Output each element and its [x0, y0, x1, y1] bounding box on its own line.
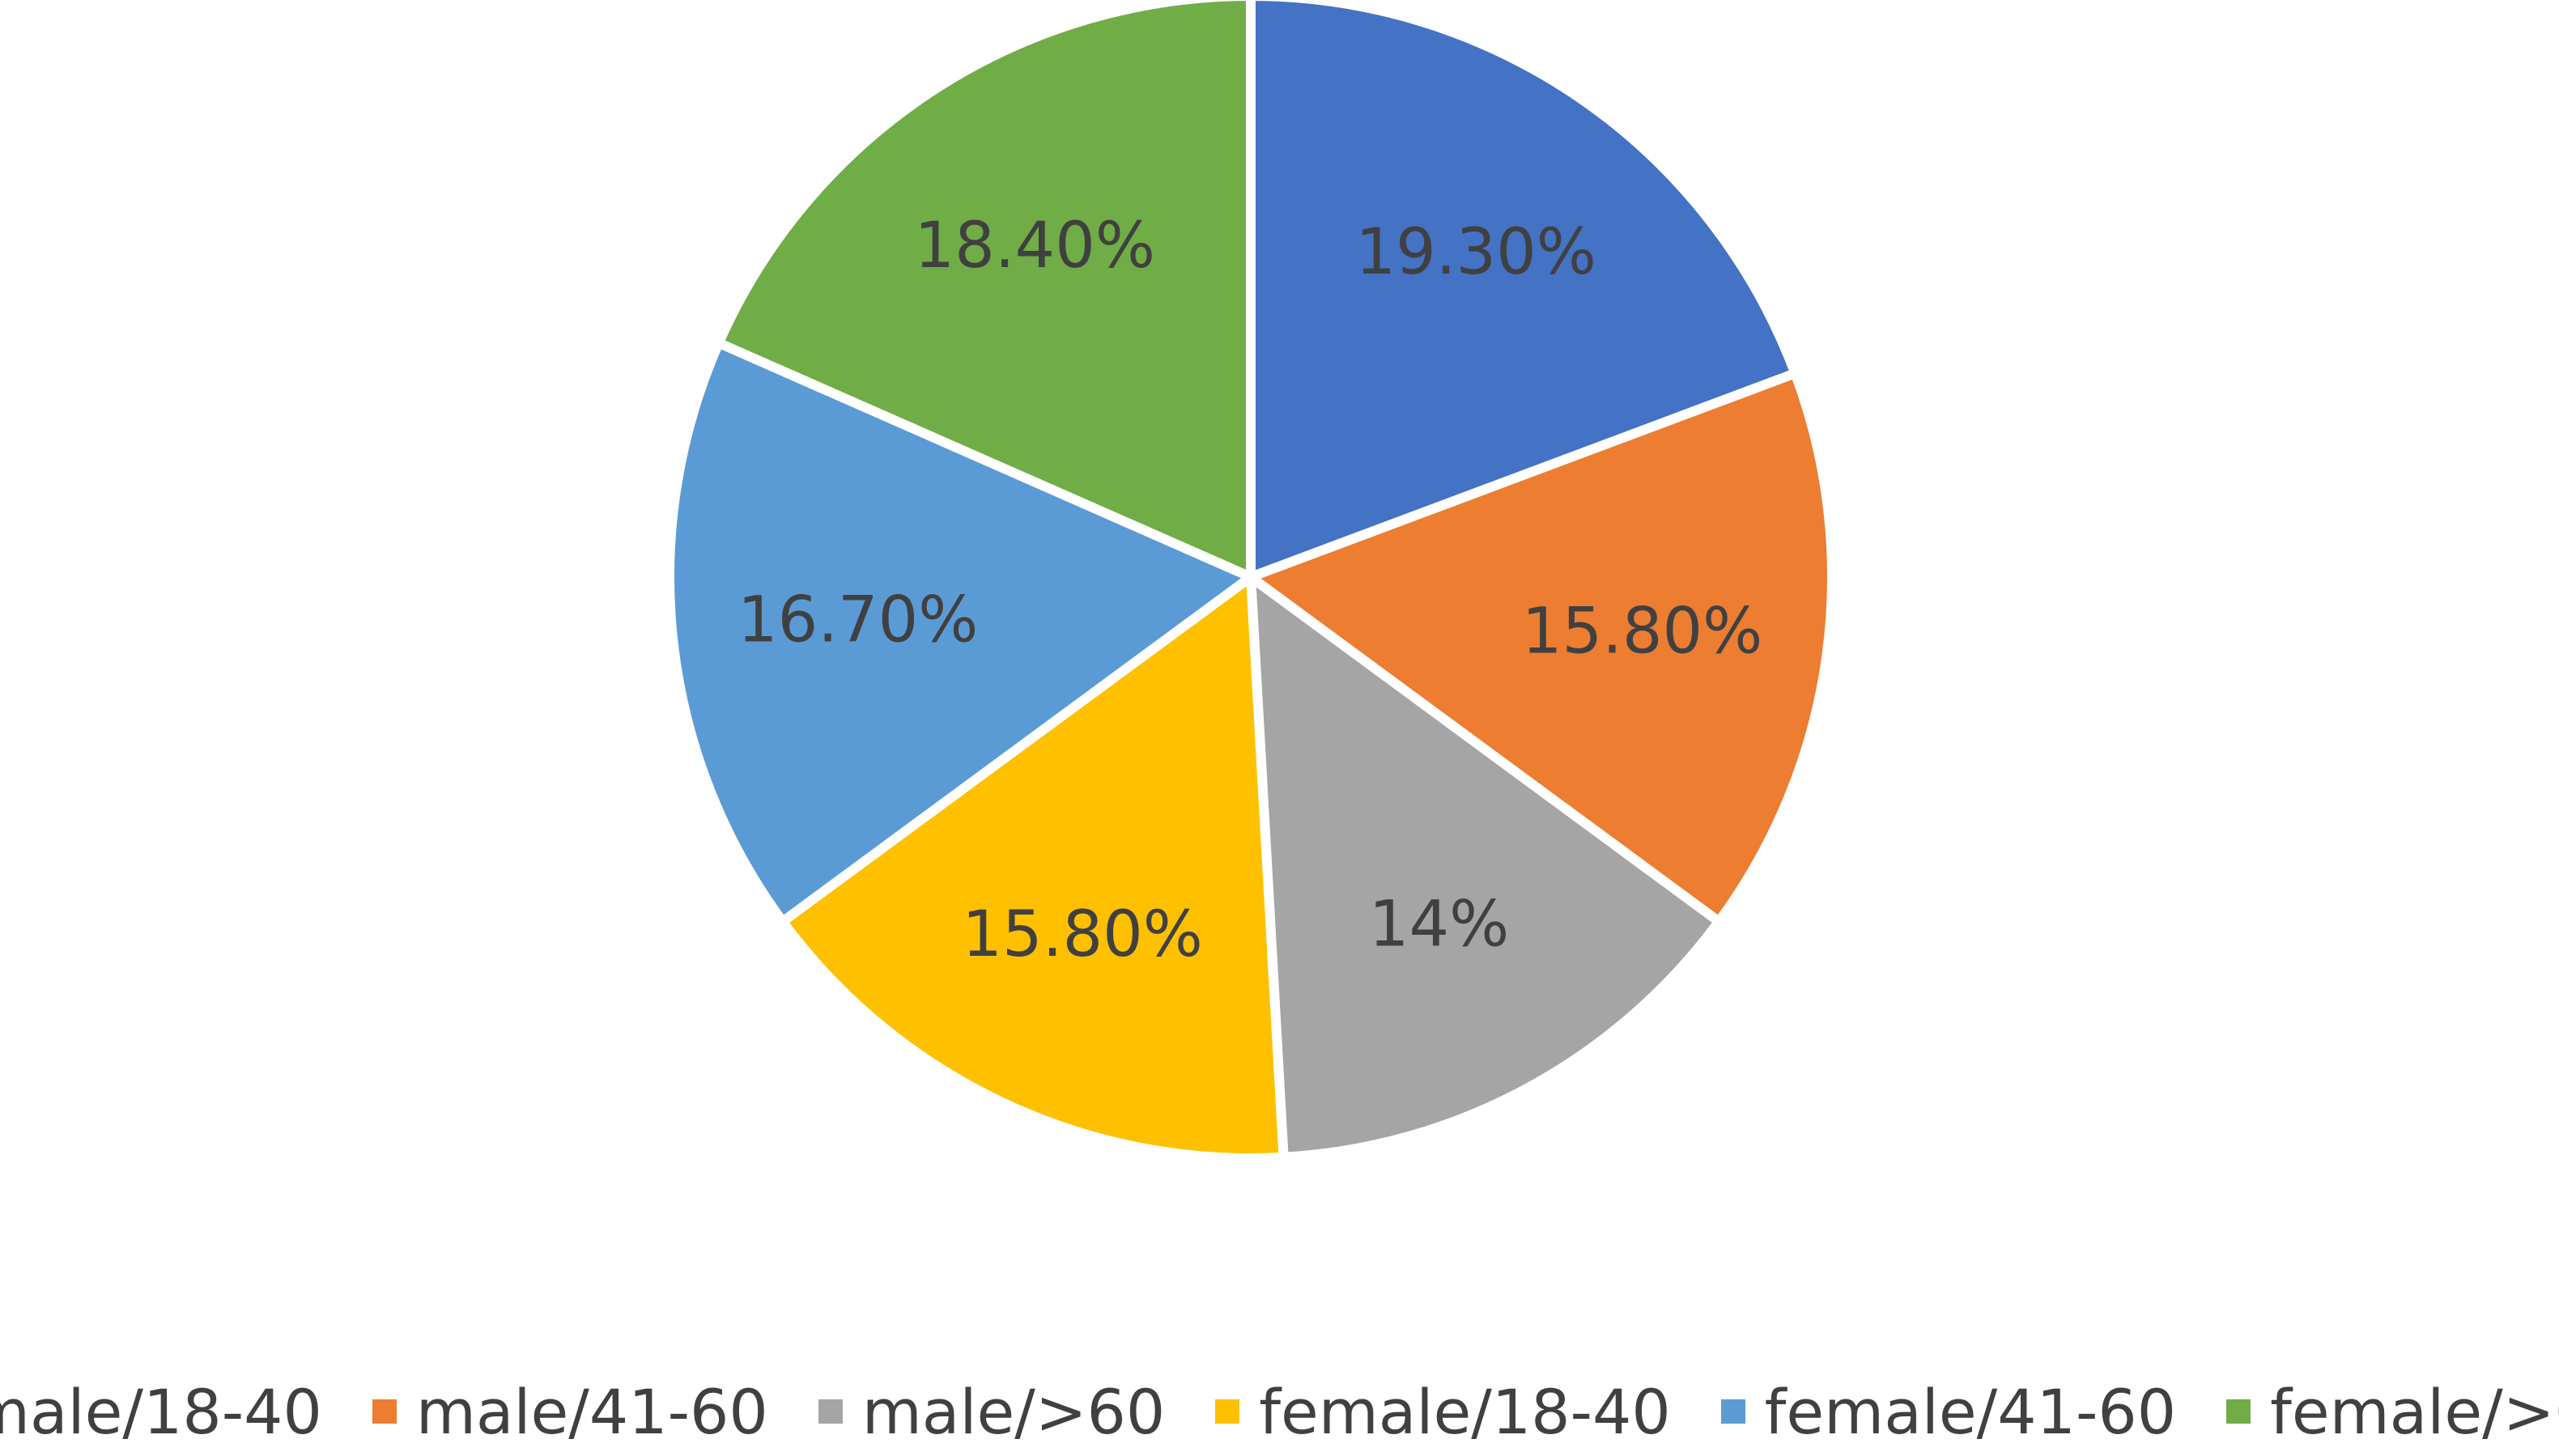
legend-item-4: female/41-60	[1720, 1375, 2177, 1448]
pie-data-label-3: 15.80%	[962, 898, 1202, 971]
legend-label-1: male/41-60	[415, 1375, 768, 1448]
pie-slice-1	[1246, 368, 1837, 927]
legend-item-5: female/>60	[2226, 1376, 2559, 1448]
pie-slice-4	[665, 337, 1256, 927]
pie-data-label-4: 16.70%	[738, 584, 978, 657]
pie-data-label-2: 14%	[1369, 888, 1509, 961]
legend-swatch-5	[2226, 1399, 2251, 1424]
pie-slice-5	[713, 0, 1256, 582]
legend-item-0: male/18-40	[0, 1376, 322, 1448]
pie-slice-2	[1246, 572, 1724, 1162]
pie-slices	[665, 0, 1837, 1163]
legend-item-3: female/18-40	[1215, 1375, 1671, 1448]
legend-label-4: female/41-60	[1764, 1375, 2177, 1448]
legend-label-5: female/>60	[2270, 1375, 2559, 1448]
legend-item-1: male/41-60	[372, 1376, 768, 1448]
legend-label-3: female/18-40	[1259, 1375, 1671, 1448]
pie-slice-0	[1246, 0, 1800, 582]
pie-data-labels: 19.30% 15.80% 14% 15.80% 16.70% 18.40%	[738, 210, 1762, 971]
pie-data-label-0: 19.30%	[1356, 216, 1596, 289]
legend-label-0: male/18-40	[0, 1375, 322, 1448]
pie-slice-3	[777, 572, 1289, 1163]
legend-swatch-2	[818, 1399, 843, 1424]
legend-swatch-1	[372, 1399, 397, 1424]
legend-label-2: male/>60	[861, 1375, 1166, 1448]
chart-legend: male/18-40 male/41-60 male/>60 female/18-40…	[0, 1371, 2559, 1452]
legend-swatch-4	[1720, 1399, 1745, 1424]
pie-data-label-5: 18.40%	[915, 210, 1155, 282]
pie-data-label-1: 15.80%	[1522, 595, 1762, 668]
legend-swatch-3	[1215, 1399, 1240, 1424]
legend-item-2: male/>60	[818, 1376, 1165, 1448]
